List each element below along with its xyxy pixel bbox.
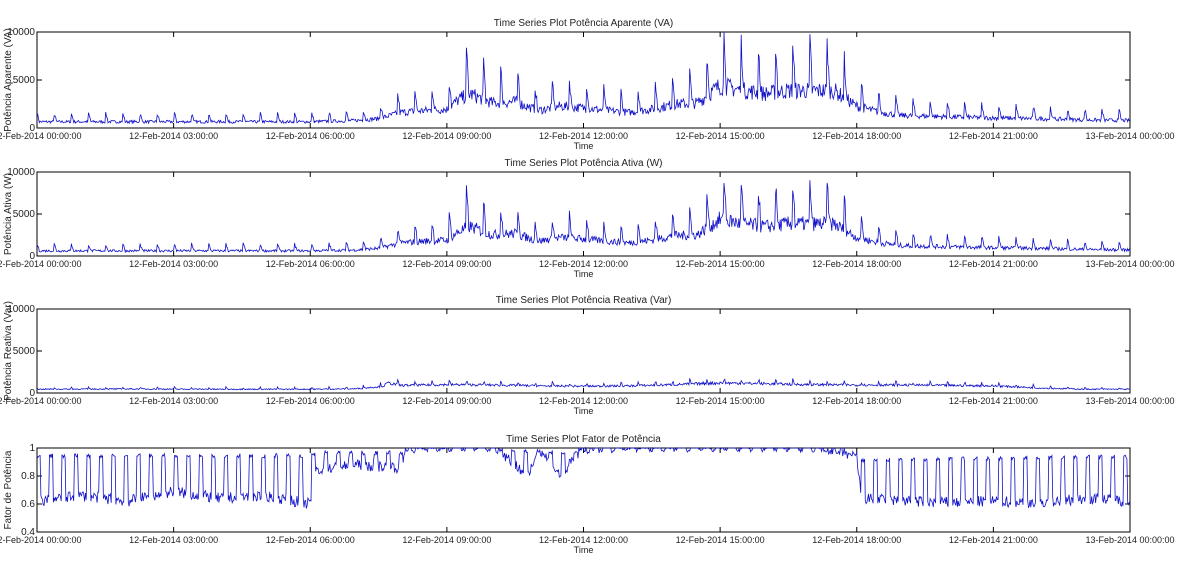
chart-1-xtick-label: 12-Feb-2014 15:00:00: [676, 131, 765, 141]
chart-3-plot-area: [36, 308, 1131, 394]
chart-4-series-line: [36, 446, 1131, 509]
chart-4-ytick-label: 0.8: [21, 471, 35, 482]
chart-4-xlabel: Time: [574, 545, 594, 555]
chart-4-xtick-label: 12-Feb-2014 21:00:00: [949, 535, 1038, 545]
chart-4-ytick-label: 1: [29, 443, 35, 454]
chart-3-xtick-label: 12-Feb-2014 00:00:00: [0, 396, 82, 406]
chart-3-xtick-label: 13-Feb-2014 00:00:00: [1085, 396, 1174, 406]
chart-2-xtick-label: 13-Feb-2014 00:00:00: [1085, 259, 1174, 269]
chart-2-xtick-label: 12-Feb-2014 15:00:00: [676, 259, 765, 269]
chart-3-xtick-label: 12-Feb-2014 09:00:00: [402, 396, 491, 406]
chart-2-xlabel: Time: [574, 269, 594, 279]
chart-4-xtick-label: 12-Feb-2014 15:00:00: [676, 535, 765, 545]
chart-3-xtick-label: 12-Feb-2014 21:00:00: [949, 396, 1038, 406]
chart-1-ytick-label: 0: [29, 123, 35, 134]
chart-1-series-line: [36, 31, 1131, 125]
chart-2-xtick-label: 12-Feb-2014 03:00:00: [129, 259, 218, 269]
chart-4-xtick-label: 13-Feb-2014 00:00:00: [1085, 535, 1174, 545]
chart-4-xtick-label: 12-Feb-2014 12:00:00: [539, 535, 628, 545]
chart-4-xtick-label: 12-Feb-2014 03:00:00: [129, 535, 218, 545]
chart-2-title: Time Series Plot Potência Ativa (W): [504, 158, 662, 169]
chart-1-xtick-label: 13-Feb-2014 00:00:00: [1085, 131, 1174, 141]
chart-3-xlabel: Time: [574, 406, 594, 416]
chart-4-title: Time Series Plot Fator de Potência: [506, 434, 661, 445]
chart-1-xtick-label: 12-Feb-2014 00:00:00: [0, 131, 82, 141]
chart-1-ylabel: Potência Aparente (VA): [3, 28, 14, 132]
chart-4-xtick-label: 12-Feb-2014 06:00:00: [266, 535, 355, 545]
chart-2-xtick-label: 12-Feb-2014 18:00:00: [812, 259, 901, 269]
chart-3-xtick-label: 12-Feb-2014 15:00:00: [676, 396, 765, 406]
chart-3-ylabel: Potência Reativa (Var): [3, 301, 14, 401]
chart-4-xtick-label: 12-Feb-2014 18:00:00: [812, 535, 901, 545]
chart-1-xtick-label: 12-Feb-2014 03:00:00: [129, 131, 218, 141]
chart-4-ylabel: Fator de Potência: [3, 450, 14, 529]
chart-1-xtick-label: 12-Feb-2014 09:00:00: [402, 131, 491, 141]
chart-1-xtick-label: 12-Feb-2014 06:00:00: [266, 131, 355, 141]
chart-2-xtick-label: 12-Feb-2014 21:00:00: [949, 259, 1038, 269]
chart-3-xtick-label: 12-Feb-2014 03:00:00: [129, 396, 218, 406]
chart-3-ytick-label: 5000: [13, 346, 36, 357]
chart-2-ytick-label: 0: [29, 251, 35, 262]
chart-4-xtick-label: 12-Feb-2014 00:00:00: [0, 535, 82, 545]
chart-2-ytick-label: 10000: [7, 167, 35, 178]
chart-1-title: Time Series Plot Potência Aparente (VA): [494, 18, 674, 29]
chart-3-series-line: [36, 377, 1131, 391]
chart-1-xtick-label: 12-Feb-2014 18:00:00: [812, 131, 901, 141]
chart-3-xtick-label: 12-Feb-2014 12:00:00: [539, 396, 628, 406]
chart-4-plot-area: [36, 447, 1131, 533]
chart-4-xtick-label: 12-Feb-2014 09:00:00: [402, 535, 491, 545]
chart-1-plot-area: [36, 31, 1131, 129]
chart-4-ytick-label: 0.6: [21, 499, 35, 510]
chart-1-ytick-label: 10000: [7, 27, 35, 38]
chart-2-plot-area: [36, 171, 1131, 257]
chart-2-xtick-label: 12-Feb-2014 00:00:00: [0, 259, 82, 269]
chart-2-ytick-label: 5000: [13, 209, 36, 220]
chart-2-ylabel: Potência Ativa (W): [3, 173, 14, 255]
chart-3-ytick-label: 0: [29, 388, 35, 399]
chart-3-xtick-label: 12-Feb-2014 18:00:00: [812, 396, 901, 406]
chart-2-xtick-label: 12-Feb-2014 09:00:00: [402, 259, 491, 269]
chart-1-xlabel: Time: [574, 141, 594, 151]
chart-4-ytick-label: 0.4: [21, 527, 35, 538]
chart-1-ytick-label: 5000: [13, 75, 36, 86]
chart-3-xtick-label: 12-Feb-2014 06:00:00: [266, 396, 355, 406]
chart-2-series-line: [36, 180, 1131, 254]
chart-2-xtick-label: 12-Feb-2014 06:00:00: [266, 259, 355, 269]
chart-3-ytick-label: 10000: [7, 304, 35, 315]
chart-2-xtick-label: 12-Feb-2014 12:00:00: [539, 259, 628, 269]
chart-1-xtick-label: 12-Feb-2014 12:00:00: [539, 131, 628, 141]
chart-1-xtick-label: 12-Feb-2014 21:00:00: [949, 131, 1038, 141]
chart-3-title: Time Series Plot Potência Reativa (Var): [496, 295, 672, 306]
